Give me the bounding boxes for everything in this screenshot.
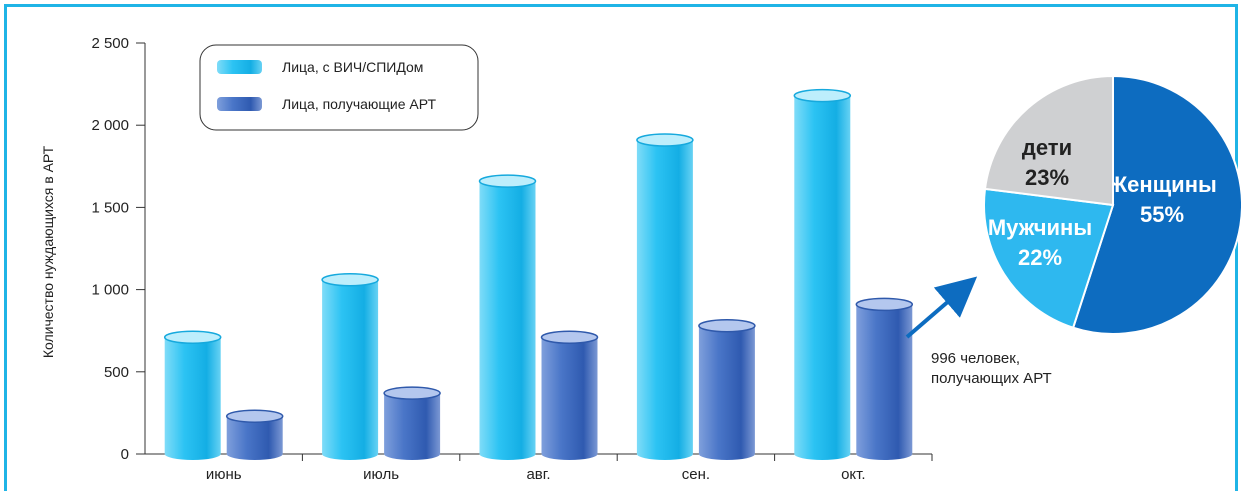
bar bbox=[225, 409, 284, 460]
legend: Лица, с ВИЧ/СПИДом Лица, получающие АРТ bbox=[199, 44, 479, 131]
bar bbox=[163, 330, 222, 460]
annotation-text: 996 человек, получающих АРТ bbox=[931, 350, 1052, 387]
bar bbox=[321, 272, 379, 460]
bar bbox=[540, 330, 599, 460]
x-tick-label: июнь bbox=[206, 466, 242, 483]
annotation-arrow bbox=[905, 276, 978, 339]
y-tick-label: 0 bbox=[121, 446, 129, 463]
legend-label-art: Лица, получающие АРТ bbox=[282, 96, 436, 112]
pie-slice bbox=[983, 187, 1115, 329]
y-tick-label: 1 000 bbox=[91, 282, 129, 299]
legend-swatch-art bbox=[217, 97, 262, 111]
bar bbox=[636, 133, 694, 460]
y-tick-label: 500 bbox=[104, 364, 129, 381]
y-tick-label: 2 000 bbox=[91, 117, 129, 134]
pie-slice-label: дети bbox=[1022, 135, 1072, 160]
pie-slice-value: 55% bbox=[1140, 202, 1184, 227]
pie-slice-value: 23% bbox=[1025, 165, 1069, 190]
pie-slice-label: Мужчины bbox=[988, 215, 1092, 240]
legend-swatch-hiv bbox=[217, 60, 262, 74]
bar bbox=[793, 88, 852, 460]
x-tick-label: июль bbox=[363, 466, 399, 483]
chart-frame: 0 500 1 000 1 500 2 000 2 500 июнь июль авг. сен… bbox=[4, 4, 1241, 491]
legend-label-hiv: Лица, с ВИЧ/СПИДом bbox=[282, 59, 423, 75]
pie-slice bbox=[983, 74, 1114, 207]
y-axis: 0 500 1 000 1 500 2 000 2 500 bbox=[91, 35, 146, 463]
annotation: 996 человек, получающих АРТ bbox=[905, 276, 1052, 387]
bar bbox=[855, 297, 914, 460]
x-tick-label: авг. bbox=[526, 466, 550, 483]
pie-slice bbox=[1071, 74, 1241, 335]
y-tick-label: 2 500 bbox=[91, 35, 129, 52]
pie-slice-value: 22% bbox=[1018, 245, 1062, 270]
pie-slice-label: Женщины bbox=[1106, 172, 1217, 197]
pie-chart: Женщины 55% Мужчины 22% дети 23% bbox=[983, 74, 1241, 335]
chart-svg: 0 500 1 000 1 500 2 000 2 500 июнь июль авг. сен… bbox=[40, 35, 1241, 483]
x-tick-label: окт. bbox=[841, 466, 865, 483]
x-tick-label: сен. bbox=[682, 466, 710, 483]
y-axis-title: Количество нуждающихся в АРТ bbox=[40, 145, 56, 358]
bar bbox=[698, 319, 756, 460]
bar bbox=[383, 386, 441, 460]
bars bbox=[163, 88, 914, 460]
y-tick-label: 1 500 bbox=[91, 199, 129, 216]
bar bbox=[478, 174, 537, 460]
